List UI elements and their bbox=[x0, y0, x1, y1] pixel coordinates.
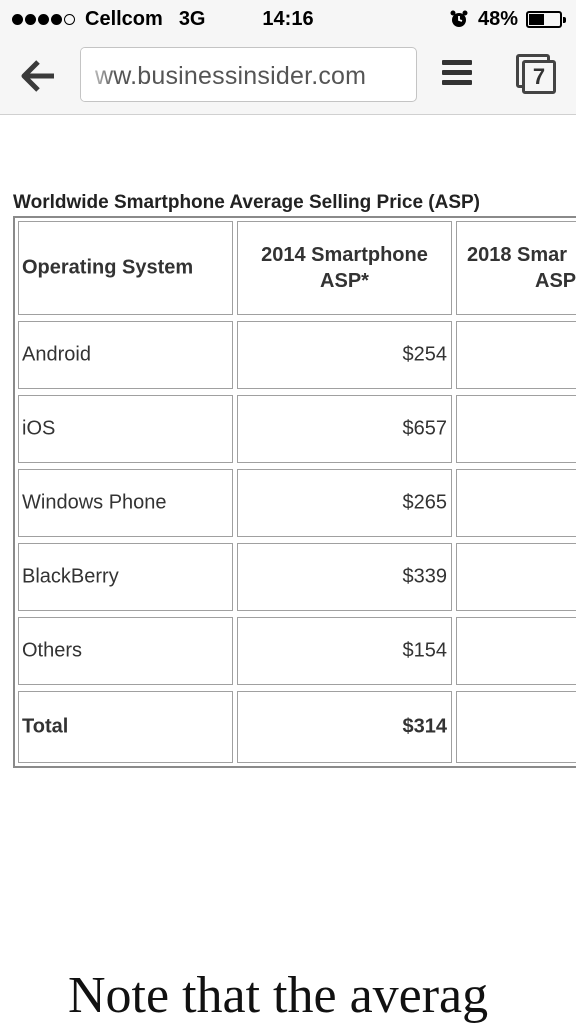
os-cell: Total bbox=[18, 691, 233, 763]
os-name: Windows Phone bbox=[22, 491, 167, 514]
battery-nub bbox=[563, 16, 566, 23]
os-cell: BlackBerry bbox=[18, 543, 233, 611]
os-name: Android bbox=[22, 343, 91, 366]
status-bar: Cellcom 3G 14:16 48% bbox=[0, 0, 576, 38]
table-title: Worldwide Smartphone Average Selling Pri… bbox=[13, 192, 481, 213]
os-cell: Others bbox=[18, 617, 233, 685]
table-row: Others $154 bbox=[15, 614, 576, 688]
header-2018-line2: ASP bbox=[535, 270, 576, 292]
header-2014-line2: ASP* bbox=[320, 270, 369, 292]
os-name: BlackBerry bbox=[22, 565, 119, 588]
asp-cell: $657 bbox=[237, 395, 452, 463]
menu-line bbox=[442, 70, 472, 75]
alarm-clock-icon bbox=[450, 10, 468, 27]
asp-2018-cell bbox=[456, 321, 576, 389]
asp-table: Operating System 2014 Smartphone ASP* 20… bbox=[13, 216, 576, 768]
asp-2018-cell bbox=[456, 543, 576, 611]
battery-percent: 48% bbox=[477, 7, 518, 30]
menu-line bbox=[442, 60, 472, 65]
header-cell: 2014 Smartphone ASP* bbox=[237, 221, 452, 315]
network-type: 3G bbox=[178, 7, 206, 30]
browser-toolbar: ww.businessinsider.com 7 bbox=[0, 38, 576, 115]
article-text: Note that the averag bbox=[68, 967, 489, 1024]
status-right: 48% bbox=[450, 7, 566, 30]
asp-value: $254 bbox=[402, 343, 448, 366]
url-fade bbox=[81, 48, 115, 101]
signal-dot-empty bbox=[64, 13, 75, 25]
menu-icon[interactable] bbox=[442, 60, 472, 90]
asp-2018-cell bbox=[456, 617, 576, 685]
url-text: ww.businessinsider.com bbox=[95, 62, 367, 90]
total-value: $314 bbox=[402, 715, 448, 738]
header-cell: Operating System bbox=[18, 221, 233, 315]
asp-cell: $265 bbox=[237, 469, 452, 537]
asp-2018-cell bbox=[456, 691, 576, 763]
asp-2018-cell bbox=[456, 395, 576, 463]
asp-2018-cell bbox=[456, 469, 576, 537]
asp-value: $657 bbox=[402, 417, 448, 440]
table-header-row: Operating System 2014 Smartphone ASP* 20… bbox=[15, 218, 576, 318]
table-row: iOS $657 bbox=[15, 392, 576, 466]
tab-count: 7 bbox=[522, 60, 556, 94]
table-row: Android $254 bbox=[15, 318, 576, 392]
table-row: Windows Phone $265 bbox=[15, 466, 576, 540]
asp-cell: $154 bbox=[237, 617, 452, 685]
os-cell: Android bbox=[18, 321, 233, 389]
address-bar[interactable]: ww.businessinsider.com bbox=[80, 47, 417, 102]
os-cell: iOS bbox=[18, 395, 233, 463]
status-time: 14:16 bbox=[262, 8, 314, 30]
signal-dot bbox=[12, 13, 23, 25]
header-2014: 2014 Smartphone ASP* bbox=[238, 242, 451, 294]
header-2018: 2018 Smar ASP bbox=[467, 242, 576, 294]
status-left: Cellcom 3G bbox=[12, 8, 206, 30]
header-2014-line1: 2014 Smartphone bbox=[261, 244, 428, 266]
total-label: Total bbox=[22, 715, 69, 738]
battery-fill bbox=[529, 13, 545, 25]
os-name: Others bbox=[22, 639, 83, 662]
menu-line bbox=[442, 80, 472, 85]
asp-cell: $314 bbox=[237, 691, 452, 763]
asp-value: $265 bbox=[402, 491, 448, 514]
battery-icon bbox=[526, 10, 566, 28]
os-cell: Windows Phone bbox=[18, 469, 233, 537]
signal-dot bbox=[38, 13, 49, 25]
table-total-row: Total $314 bbox=[15, 688, 576, 766]
tabs-button[interactable]: 7 bbox=[514, 54, 558, 98]
signal-dot bbox=[25, 13, 36, 25]
table-row: BlackBerry $339 bbox=[15, 540, 576, 614]
asp-value: $339 bbox=[402, 565, 448, 588]
asp-cell: $339 bbox=[237, 543, 452, 611]
header-os: Operating System bbox=[22, 256, 194, 279]
carrier-name: Cellcom bbox=[85, 7, 163, 30]
signal-dot bbox=[51, 13, 62, 25]
header-cell: 2018 Smar ASP bbox=[456, 221, 576, 315]
os-name: iOS bbox=[22, 417, 56, 440]
page-content: Worldwide Smartphone Average Selling Pri… bbox=[0, 116, 576, 1024]
header-2018-line1: 2018 Smar bbox=[467, 244, 568, 266]
asp-cell: $254 bbox=[237, 321, 452, 389]
signal-strength-icon bbox=[12, 13, 77, 25]
asp-value: $154 bbox=[402, 639, 448, 662]
back-arrow-icon[interactable] bbox=[18, 56, 58, 96]
